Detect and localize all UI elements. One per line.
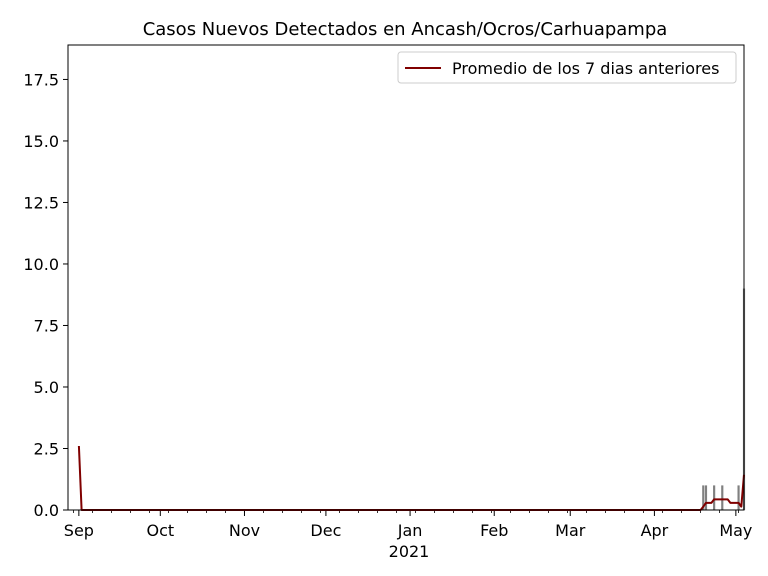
y-tick-label: 5.0 bbox=[34, 378, 59, 397]
x-tick-label: Sep bbox=[64, 521, 94, 540]
bar bbox=[713, 485, 716, 510]
average-line bbox=[77, 445, 745, 511]
x-tick-label: Oct bbox=[146, 521, 174, 540]
bar bbox=[721, 485, 724, 510]
chart-title: Casos Nuevos Detectados en Ancash/Ocros/… bbox=[143, 19, 668, 40]
legend-box bbox=[397, 51, 737, 84]
x-year-label: 2021 bbox=[389, 542, 430, 561]
y-tick-label: 7.5 bbox=[34, 316, 59, 335]
x-tick-label: Nov bbox=[229, 521, 260, 540]
legend-label: Promedio de los 7 dias anteriores bbox=[452, 59, 719, 78]
x-axis: Sep Oct Nov Dec Jan Feb Mar Apr May bbox=[64, 510, 752, 540]
y-tick-label: 12.5 bbox=[23, 193, 59, 212]
x-tick-label: Feb bbox=[480, 521, 508, 540]
plot-frame bbox=[67, 44, 745, 511]
bar bbox=[704, 485, 708, 510]
x-tick-label: May bbox=[719, 521, 752, 540]
y-tick-label: 15.0 bbox=[23, 132, 59, 151]
line-series bbox=[77, 445, 745, 511]
y-tick-label: 0.0 bbox=[34, 501, 59, 520]
x-tick-label: Dec bbox=[310, 521, 341, 540]
bar-series bbox=[702, 288, 746, 510]
legend: Promedio de los 7 dias anteriores bbox=[397, 51, 737, 84]
y-tick-label: 10.0 bbox=[23, 255, 59, 274]
x-tick-label: Jan bbox=[397, 521, 423, 540]
x-tick-label: Mar bbox=[555, 521, 586, 540]
bar bbox=[737, 485, 740, 510]
y-tick-label: 2.5 bbox=[34, 439, 59, 458]
x-tick-label: Apr bbox=[641, 521, 669, 540]
y-tick-label: 17.5 bbox=[23, 70, 59, 89]
bar bbox=[702, 485, 705, 510]
y-axis: 0.0 2.5 5.0 7.5 10.0 12.5 15.0 17.5 bbox=[23, 70, 68, 520]
